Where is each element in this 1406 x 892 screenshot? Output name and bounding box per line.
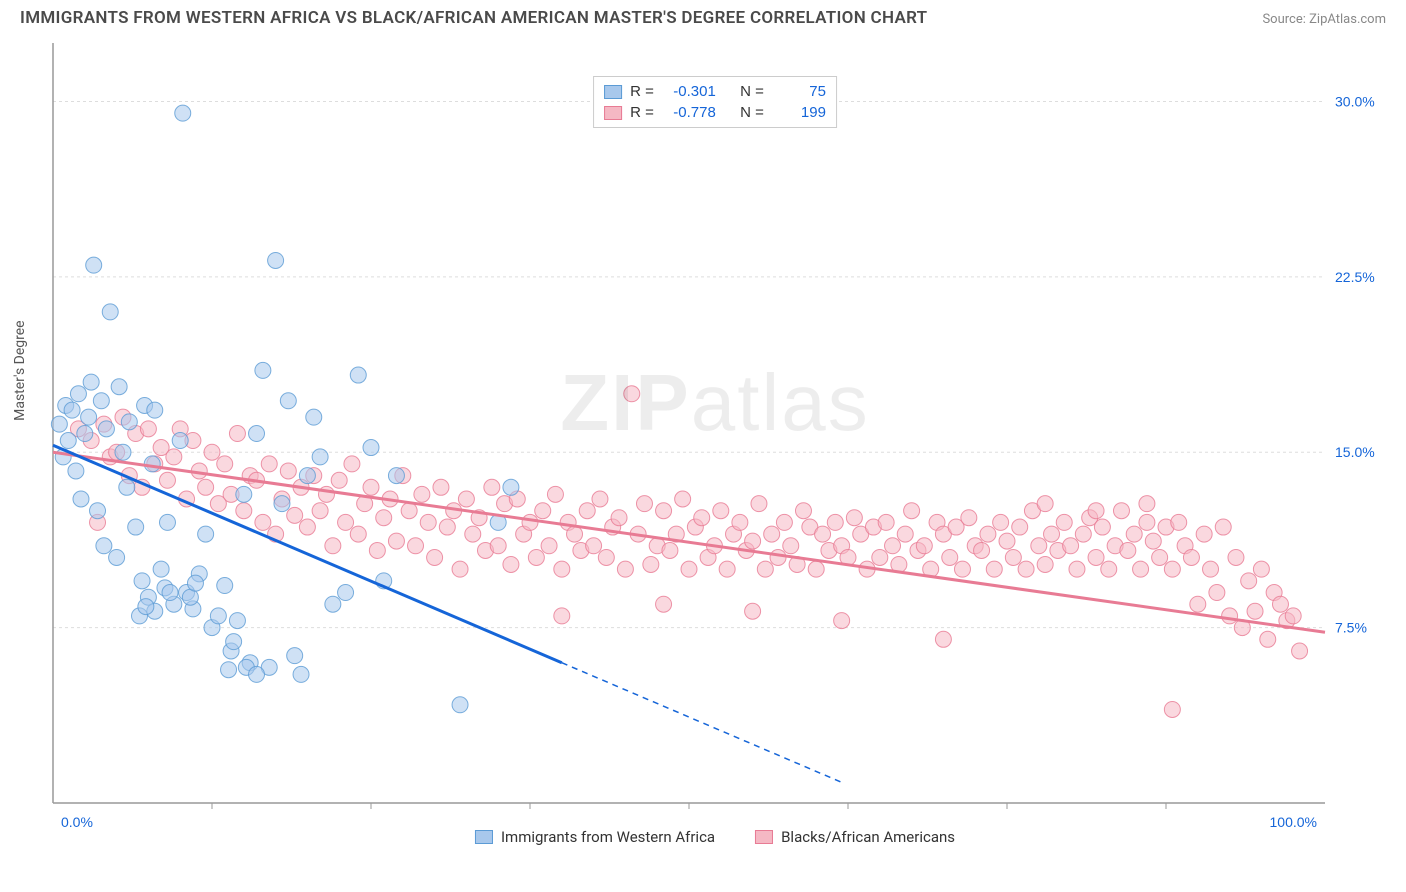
r-label-2: R = — [630, 102, 654, 123]
swatch-series-1 — [604, 85, 622, 99]
source-link[interactable]: ZipAtlas.com — [1309, 12, 1386, 27]
n-label-2: N = — [740, 102, 764, 123]
swatch-series-2 — [604, 106, 622, 120]
legend-label-1: Immigrants from Western Africa — [501, 828, 715, 846]
legend-label-2: Blacks/African Americans — [781, 828, 955, 846]
y-axis-label: Master's Degree — [12, 320, 28, 420]
svg-text:7.5%: 7.5% — [1335, 620, 1367, 636]
legend-swatch-2 — [755, 830, 773, 844]
svg-text:100.0%: 100.0% — [1270, 814, 1317, 830]
stats-legend: R = -0.301 N = 75 R = -0.778 N = 199 — [593, 76, 837, 128]
n-value-1: 75 — [772, 81, 826, 102]
legend-swatch-1 — [475, 830, 493, 844]
svg-text:30.0%: 30.0% — [1335, 93, 1375, 109]
r-label-1: R = — [630, 81, 654, 102]
svg-text:15.0%: 15.0% — [1335, 444, 1375, 460]
r-value-2: -0.778 — [662, 102, 716, 123]
stats-row-2: R = -0.778 N = 199 — [604, 102, 826, 123]
stats-row-1: R = -0.301 N = 75 — [604, 81, 826, 102]
r-value-1: -0.301 — [662, 81, 716, 102]
source-label: Source: — [1262, 12, 1305, 27]
svg-text:22.5%: 22.5% — [1335, 269, 1375, 285]
n-value-2: 199 — [772, 102, 826, 123]
source-attribution: Source: ZipAtlas.com — [1262, 12, 1386, 27]
n-label-1: N = — [740, 81, 764, 102]
legend-item-2: Blacks/African Americans — [755, 828, 955, 846]
bottom-legend: Immigrants from Western Africa Blacks/Af… — [475, 828, 955, 846]
chart-svg: 7.5% 15.0% 22.5% 30.0% 0.0% 100.0% — [45, 38, 1385, 848]
chart-title: IMMIGRANTS FROM WESTERN AFRICA VS BLACK/… — [20, 8, 927, 28]
plot-area: 7.5%15.0%22.5%30.0%0.0%100.0% ZIPatlas R… — [45, 38, 1385, 848]
svg-text:0.0%: 0.0% — [61, 814, 93, 830]
legend-item-1: Immigrants from Western Africa — [475, 828, 715, 846]
